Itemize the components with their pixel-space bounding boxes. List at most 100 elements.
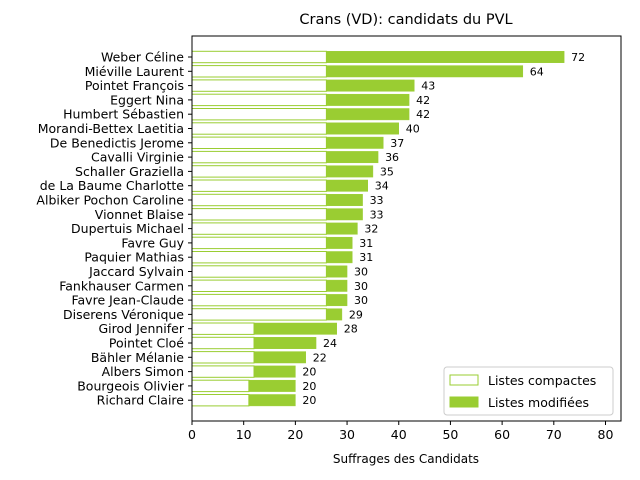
x-tick-label: 0	[188, 427, 196, 442]
x-tick-label: 20	[287, 427, 303, 442]
x-tick-label: 80	[598, 427, 614, 442]
bar-value-label: 24	[323, 337, 337, 350]
y-tick-label: De Benedictis Jerome	[50, 135, 184, 150]
y-tick-label: Girod Jennifer	[98, 321, 184, 336]
bar-value-label: 28	[344, 323, 358, 336]
chart-title: Crans (VD): candidats du PVL	[299, 12, 512, 28]
bar-modified	[253, 351, 306, 364]
y-tick-label: Albiker Pochon Caroline	[36, 193, 184, 208]
y-tick-label: Weber Céline	[101, 50, 184, 65]
bar-compact	[191, 351, 255, 364]
bar-compact	[191, 265, 327, 278]
bar-value-label: 72	[571, 51, 585, 64]
bar-compact	[191, 365, 255, 378]
bar-modified	[248, 379, 296, 392]
bar-modified	[253, 322, 337, 335]
x-tick-label: 60	[494, 427, 510, 442]
bar-modified	[326, 194, 363, 206]
legend-swatch-modified	[449, 396, 479, 408]
bar-value-label: 36	[385, 151, 399, 164]
x-axis: 0 10 20 30 40 50 60 70 80	[188, 421, 613, 442]
legend-swatch-compact	[449, 374, 479, 386]
x-tick-label: 10	[236, 427, 252, 442]
bar-modified	[326, 222, 358, 235]
y-tick-label: Diserens Véronique	[63, 307, 184, 322]
y-tick-label: Vionnet Blaise	[95, 207, 185, 222]
y-tick-label: Morandi-Bettex Laetitia	[38, 121, 184, 136]
y-tick-label: Pointet François	[85, 78, 184, 93]
bar-value-label: 30	[354, 294, 368, 307]
bar-modified	[253, 365, 296, 378]
bar-value-label: 33	[370, 194, 384, 207]
bar-value-label: 35	[380, 165, 394, 178]
bar-value-label: 37	[390, 137, 404, 150]
bar-modified	[326, 79, 415, 92]
bar-value-labels: 7264434242403736353433333231313030302928…	[302, 51, 585, 407]
bar-modified	[326, 251, 353, 264]
bar-compact	[191, 293, 327, 307]
bar-compact	[191, 179, 327, 192]
bar-compact	[191, 336, 255, 350]
bar-modified	[326, 51, 565, 63]
bar-modified	[253, 337, 317, 349]
bar-modified	[326, 151, 379, 164]
bar-compact	[191, 193, 327, 207]
bar-modified	[326, 208, 363, 221]
bar-value-label: 33	[370, 208, 384, 221]
bar-compact	[191, 50, 327, 64]
bar-compact	[191, 208, 327, 221]
bar-compact	[191, 65, 327, 78]
bar-value-label: 42	[416, 94, 430, 107]
bar-modified	[248, 394, 296, 407]
bar-modified	[326, 93, 410, 106]
y-tick-label: Bähler Mélanie	[91, 350, 184, 365]
y-tick-label: Schaller Graziella	[75, 164, 184, 179]
bar-value-label: 29	[349, 308, 363, 321]
y-tick-label: Humbert Sébastien	[63, 107, 184, 122]
y-tick-label: Richard Claire	[97, 393, 185, 408]
bar-compact	[191, 308, 327, 321]
bar-compact	[191, 150, 327, 164]
bar-compact	[191, 136, 327, 150]
bar-value-label: 30	[354, 266, 368, 279]
x-tick-label: 30	[339, 427, 355, 442]
bar-compact	[191, 379, 250, 393]
bar-compact	[191, 394, 250, 407]
bar-compact	[191, 322, 255, 335]
bar-value-label: 64	[530, 65, 544, 78]
bar-compact	[191, 108, 327, 121]
bar-modified	[326, 236, 353, 249]
bar-value-label: 20	[302, 366, 316, 379]
y-tick-label: Jaccard Sylvain	[88, 264, 184, 279]
bar-modified	[326, 308, 343, 321]
legend-label-compact: Listes compactes	[488, 373, 596, 388]
bar-compact	[191, 251, 327, 264]
bar-value-label: 20	[302, 394, 316, 407]
bar-modified	[326, 279, 348, 292]
legend-box	[443, 366, 614, 416]
bar-value-label: 31	[359, 237, 373, 250]
x-tick-label: 40	[391, 427, 407, 442]
plot-frame	[191, 35, 622, 422]
bar-compact	[191, 122, 327, 135]
bar-value-label: 43	[421, 80, 435, 93]
bar-modified	[326, 165, 374, 178]
bar-value-label: 30	[354, 280, 368, 293]
bars-group	[191, 50, 565, 407]
bar-compact	[191, 93, 327, 107]
y-tick-label: Favre Jean-Claude	[71, 293, 184, 308]
y-tick-label: Miéville Laurent	[85, 64, 184, 79]
bar-compact	[191, 79, 327, 92]
y-tick-label: Favre Guy	[121, 235, 184, 250]
bar-value-label: 42	[416, 108, 430, 121]
bar-value-label: 20	[302, 380, 316, 393]
legend: Listes compactes Listes modifiées	[443, 366, 614, 416]
bar-value-label: 34	[375, 180, 389, 193]
bar-compact	[191, 279, 327, 293]
y-tick-label: Fankhauser Carmen	[59, 278, 184, 293]
x-tick-label: 50	[442, 427, 458, 442]
bar-compact	[191, 165, 327, 178]
legend-label-modified: Listes modifiées	[488, 395, 589, 410]
bar-value-label: 32	[364, 223, 378, 236]
